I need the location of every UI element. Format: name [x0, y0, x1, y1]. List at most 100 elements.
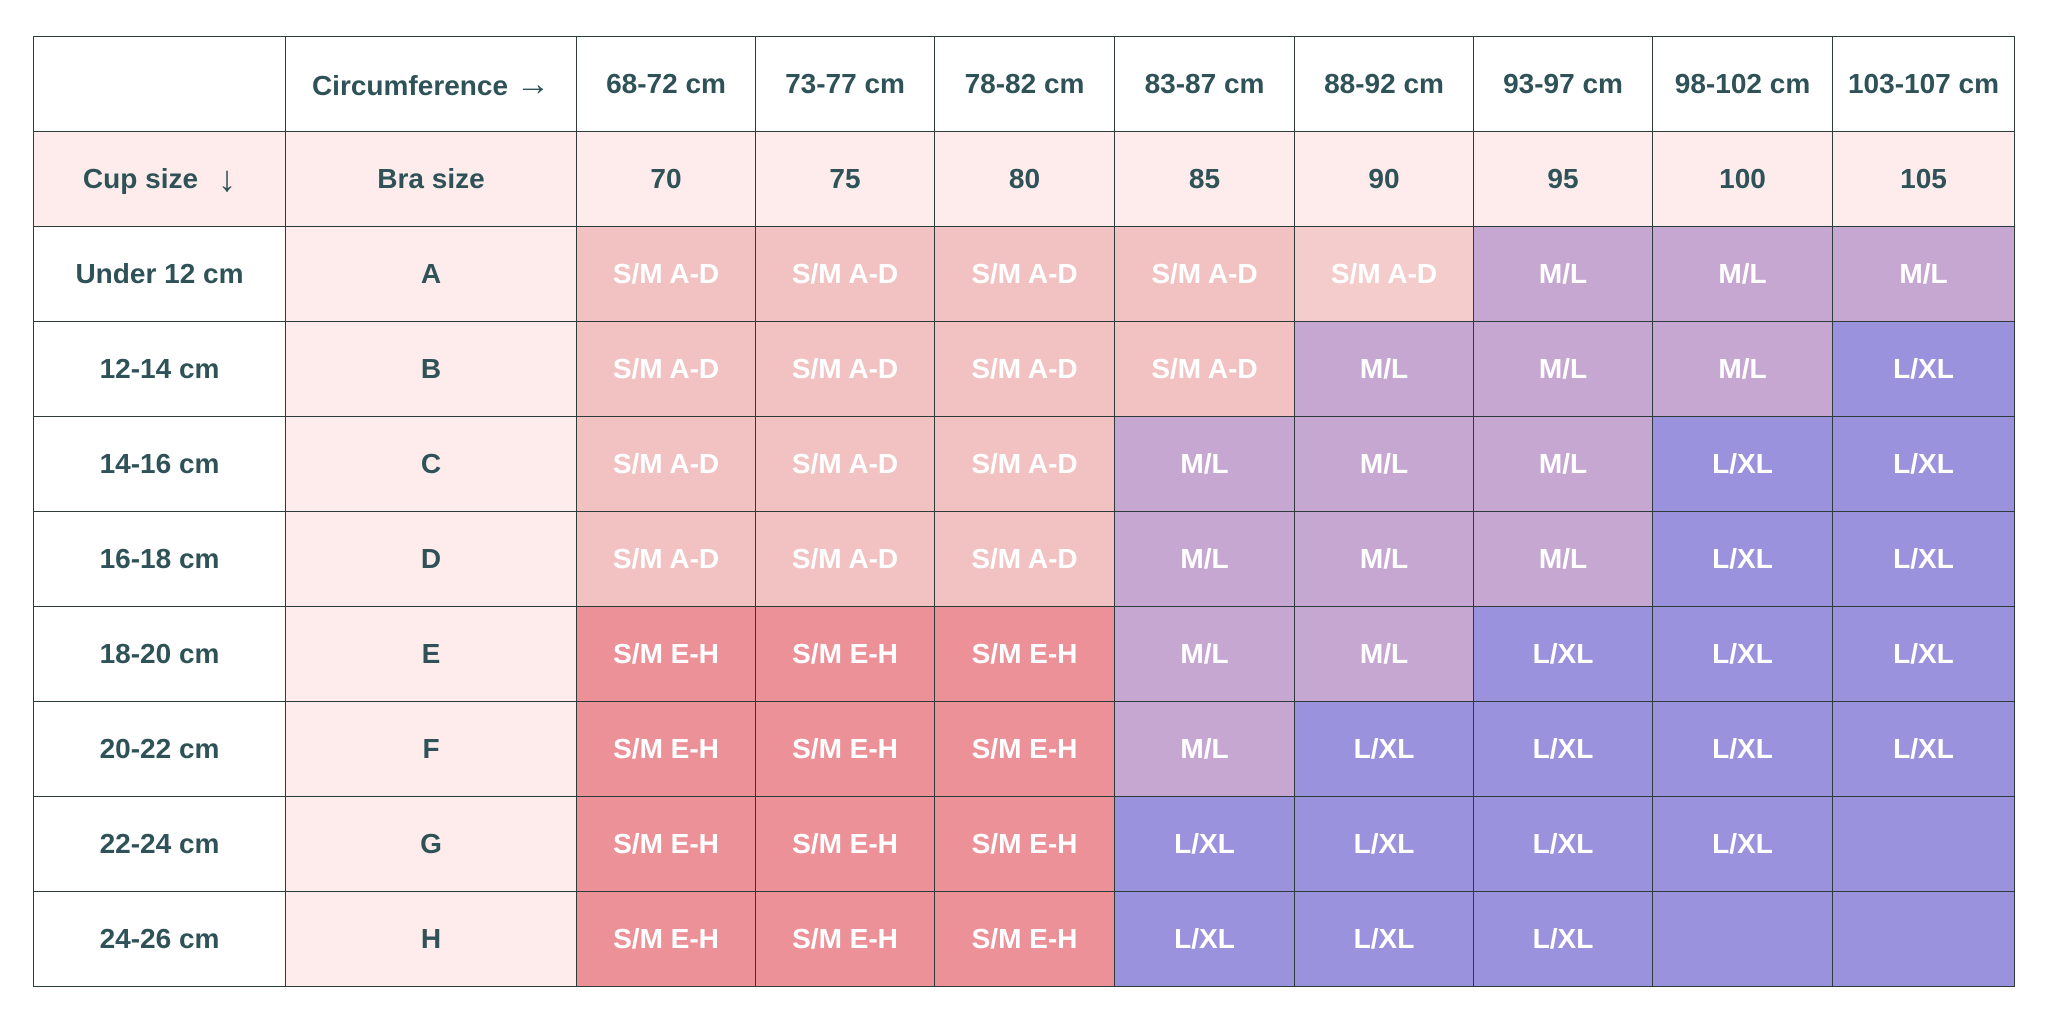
size-chart-table: Circumference → 68-72 cm 73-77 cm 78-82 cm 8… [33, 36, 2015, 987]
size-recommendation-cell: S/M A-D [1114, 321, 1295, 417]
size-recommendation-cell: S/M A-D [1294, 226, 1474, 322]
size-recommendation-cell: M/L [1114, 701, 1295, 797]
corner-cell [33, 36, 286, 132]
cup-size-cell: 22-24 cm [33, 796, 286, 892]
size-recommendation-cell: S/M A-D [576, 416, 756, 512]
size-row: 16-18 cm D S/M A-D S/M A-D S/M A-D M/L M/L M/L L… [33, 511, 2015, 607]
circumference-column-header: 78-82 cm [934, 36, 1115, 132]
size-recommendation-cell [1832, 891, 2015, 987]
size-recommendation-cell: L/XL [1652, 511, 1833, 607]
size-row: 18-20 cm E S/M E-H S/M E-H S/M E-H M/L M/L L/XL… [33, 606, 2015, 702]
cup-size-cell: 24-26 cm [33, 891, 286, 987]
size-recommendation-cell: M/L [1473, 321, 1653, 417]
size-recommendation-cell: L/XL [1832, 701, 2015, 797]
size-recommendation-cell: S/M A-D [755, 226, 935, 322]
size-recommendation-cell: S/M E-H [934, 891, 1115, 987]
size-recommendation-cell: S/M A-D [934, 226, 1115, 322]
size-recommendation-cell: S/M E-H [755, 796, 935, 892]
size-recommendation-cell: S/M A-D [934, 511, 1115, 607]
arrow-down-icon: ↓ [218, 158, 237, 199]
size-recommendation-cell: L/XL [1832, 606, 2015, 702]
cup-size-cell: 12-14 cm [33, 321, 286, 417]
size-recommendation-cell: S/M E-H [576, 891, 756, 987]
size-recommendation-cell: S/M A-D [576, 511, 756, 607]
size-recommendation-cell: M/L [1473, 416, 1653, 512]
size-recommendation-cell: L/XL [1832, 321, 2015, 417]
size-row: 14-16 cm C S/M A-D S/M A-D S/M A-D M/L M/L M/L L… [33, 416, 2015, 512]
size-recommendation-cell: S/M E-H [576, 606, 756, 702]
size-row: 24-26 cm H S/M E-H S/M E-H S/M E-H L/XL L/XL L/… [33, 891, 2015, 987]
size-recommendation-cell: L/XL [1652, 796, 1833, 892]
bra-cup-cell: B [285, 321, 577, 417]
circumference-column-header: 98-102 cm [1652, 36, 1833, 132]
size-recommendation-cell: L/XL [1114, 796, 1295, 892]
size-recommendation-cell: L/XL [1652, 416, 1833, 512]
bra-cup-cell: E [285, 606, 577, 702]
bra-size-column-header: 85 [1114, 131, 1295, 227]
bra-cup-cell: H [285, 891, 577, 987]
size-chart-body: Circumference → 68-72 cm 73-77 cm 78-82 cm 8… [33, 36, 2015, 987]
size-recommendation-cell: M/L [1294, 606, 1474, 702]
size-recommendation-cell: S/M A-D [755, 511, 935, 607]
size-row: 12-14 cm B S/M A-D S/M A-D S/M A-D S/M A-D M/L… [33, 321, 2015, 417]
size-recommendation-cell: S/M E-H [755, 701, 935, 797]
size-recommendation-cell: M/L [1832, 226, 2015, 322]
circumference-column-header: 93-97 cm [1473, 36, 1653, 132]
size-recommendation-cell: M/L [1294, 321, 1474, 417]
size-recommendation-cell: S/M A-D [755, 321, 935, 417]
size-row: 20-22 cm F S/M E-H S/M E-H S/M E-H M/L L/XL L/X… [33, 701, 2015, 797]
circumference-column-header: 88-92 cm [1294, 36, 1474, 132]
size-recommendation-cell: L/XL [1294, 796, 1474, 892]
size-recommendation-cell: L/XL [1294, 891, 1474, 987]
circumference-column-header: 73-77 cm [755, 36, 935, 132]
size-recommendation-cell: L/XL [1114, 891, 1295, 987]
cup-size-cell: 14-16 cm [33, 416, 286, 512]
size-recommendation-cell: M/L [1473, 511, 1653, 607]
circumference-label: Circumference [311, 69, 509, 101]
size-recommendation-cell: L/XL [1652, 701, 1833, 797]
bra-size-header: Bra size [285, 131, 577, 227]
cup-size-cell: 18-20 cm [33, 606, 286, 702]
size-recommendation-cell: S/M E-H [934, 796, 1115, 892]
size-recommendation-cell: L/XL [1832, 511, 2015, 607]
size-recommendation-cell [1832, 796, 2015, 892]
bra-cup-cell: G [285, 796, 577, 892]
circumference-header-row: Circumference → 68-72 cm 73-77 cm 78-82 cm 8… [33, 36, 2015, 132]
size-recommendation-cell: S/M A-D [934, 416, 1115, 512]
size-recommendation-cell: S/M A-D [934, 321, 1115, 417]
bra-size-column-header: 100 [1652, 131, 1833, 227]
bra-cup-cell: D [285, 511, 577, 607]
bra-size-label: Bra size [377, 163, 485, 194]
bra-size-column-header: 80 [934, 131, 1115, 227]
size-recommendation-cell: S/M E-H [755, 891, 935, 987]
circumference-header: Circumference → [285, 36, 577, 132]
cup-size-cell: 16-18 cm [33, 511, 286, 607]
bra-size-column-header: 70 [576, 131, 756, 227]
size-recommendation-cell: M/L [1652, 321, 1833, 417]
size-recommendation-cell: M/L [1652, 226, 1833, 322]
arrow-right-icon: → [516, 64, 551, 103]
size-recommendation-cell: M/L [1114, 416, 1295, 512]
circumference-column-header: 68-72 cm [576, 36, 756, 132]
circumference-column-header: 83-87 cm [1114, 36, 1295, 132]
size-recommendation-cell: S/M A-D [1114, 226, 1295, 322]
bra-size-column-header: 75 [755, 131, 935, 227]
size-row: 22-24 cm G S/M E-H S/M E-H S/M E-H L/XL L/XL L/… [33, 796, 2015, 892]
size-recommendation-cell: L/XL [1652, 606, 1833, 702]
size-row: Under 12 cm A S/M A-D S/M A-D S/M A-D S/M A-D… [33, 226, 2015, 322]
bra-cup-cell: A [285, 226, 577, 322]
size-recommendation-cell: S/M E-H [576, 701, 756, 797]
bra-cup-cell: C [285, 416, 577, 512]
size-recommendation-cell: S/M E-H [755, 606, 935, 702]
size-recommendation-cell: M/L [1294, 416, 1474, 512]
cup-size-label: Cup size [82, 163, 199, 194]
size-recommendation-cell: L/XL [1473, 701, 1653, 797]
size-recommendation-cell: L/XL [1294, 701, 1474, 797]
size-recommendation-cell: L/XL [1832, 416, 2015, 512]
size-recommendation-cell: S/M E-H [576, 796, 756, 892]
bra-size-column-header: 105 [1832, 131, 2015, 227]
bra-size-header-row: Cup size ↓ Bra size 70 75 80 85 90 95 100 105 [33, 131, 2015, 227]
size-recommendation-cell: M/L [1114, 511, 1295, 607]
size-recommendation-cell: L/XL [1473, 891, 1653, 987]
size-recommendation-cell: M/L [1473, 226, 1653, 322]
